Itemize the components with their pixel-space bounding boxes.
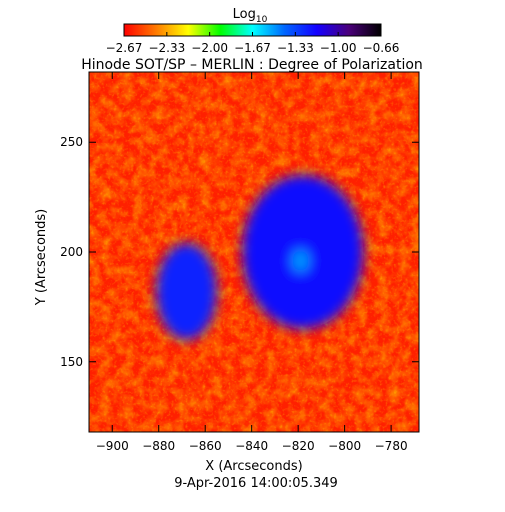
colorbar-tick-label: −1.67 [234,41,271,55]
x-tick-label: −820 [282,439,315,453]
y-axis-label: Y (Arcseconds) [34,209,49,306]
y-tick-label: 150 [60,355,83,369]
colorbar-tick-label: −2.00 [191,41,228,55]
x-tick-label: −800 [328,439,361,453]
x-tick-label: −860 [189,439,222,453]
colorbar-tick-label: −1.00 [320,41,357,55]
x-tick-label: −880 [142,439,175,453]
colorbar-tick-label: −1.33 [277,41,314,55]
timestamp: 9-Apr-2016 14:00:05.349 [174,476,338,491]
feature-umbral-bright-spot [292,249,309,272]
y-tick-label: 250 [60,135,83,149]
x-tick-label: −780 [375,439,408,453]
heatmap-image [89,72,419,432]
x-tick-label: −840 [235,439,268,453]
y-tick-label: 200 [60,245,83,259]
colorbar-tick-label: −2.67 [106,41,143,55]
y-axis: 150 200 250 [60,135,419,369]
x-axis-label: X (Arcseconds) [205,459,302,474]
feature-layer [156,175,364,340]
x-tick-label: −900 [96,439,129,453]
chart-title: Hinode SOT/SP – MERLIN : Degree of Polar… [81,57,423,73]
x-axis: −900 −880 −860 −840 −820 −800 −780 [96,72,408,453]
colorbar: Log10 −2.67 −2.33 −2.00 −1.67 −1.33 −1.00 −0.6… [106,7,400,55]
colorbar-tick-label: −2.33 [148,41,185,55]
colorbar-ticks: −2.67 −2.33 −2.00 −1.67 −1.33 −1.00 −0.66 [106,32,400,55]
feature-pore-cluster [156,243,217,340]
colorbar-tick-label: −0.66 [363,41,400,55]
colorbar-label: Log10 [233,7,268,25]
